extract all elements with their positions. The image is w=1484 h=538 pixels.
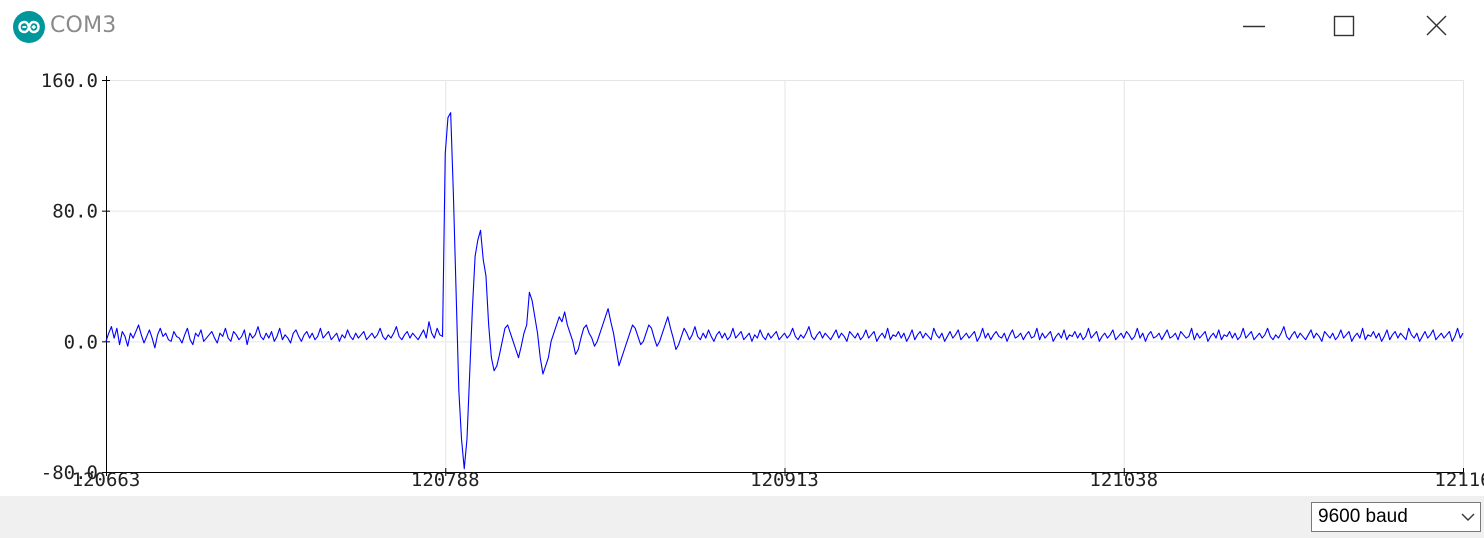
x-tick-label: 120788	[411, 469, 480, 491]
baud-rate-value: 9600 baud	[1318, 506, 1408, 527]
baud-rate-select[interactable]: 9600 baud	[1311, 502, 1481, 532]
maximize-button[interactable]	[1298, 0, 1390, 54]
chevron-down-icon	[1461, 513, 1475, 521]
x-tick-label: 120663	[72, 469, 141, 491]
title-bar[interactable]: COM3	[0, 0, 1484, 54]
close-button[interactable]	[1390, 0, 1482, 54]
maximize-icon	[1333, 15, 1355, 37]
minimize-button[interactable]	[1208, 0, 1300, 54]
x-tick-label: 121038	[1089, 469, 1158, 491]
y-tick-label: -80.0	[41, 462, 98, 484]
x-tick-label: 120913	[750, 469, 819, 491]
plot-area: 160.0 80.0 0.0 -80.0 120663 120788 120913 12103…	[0, 54, 1484, 496]
window-title: COM3	[50, 13, 117, 38]
series-line	[105, 112, 1464, 470]
x-tick-label: 12116	[1434, 469, 1484, 491]
y-tick-label: 0.0	[64, 331, 98, 353]
bottom-bar: 9600 baud	[0, 496, 1484, 538]
axis-layer	[102, 76, 1464, 476]
close-icon	[1426, 15, 1447, 36]
minimize-icon	[1243, 25, 1265, 28]
arduino-infinity-icon	[13, 11, 45, 43]
y-tick-label: 160.0	[41, 70, 98, 92]
grid-layer	[106, 80, 1464, 473]
y-tick-label: 80.0	[52, 201, 98, 223]
series-layer	[105, 112, 1464, 470]
